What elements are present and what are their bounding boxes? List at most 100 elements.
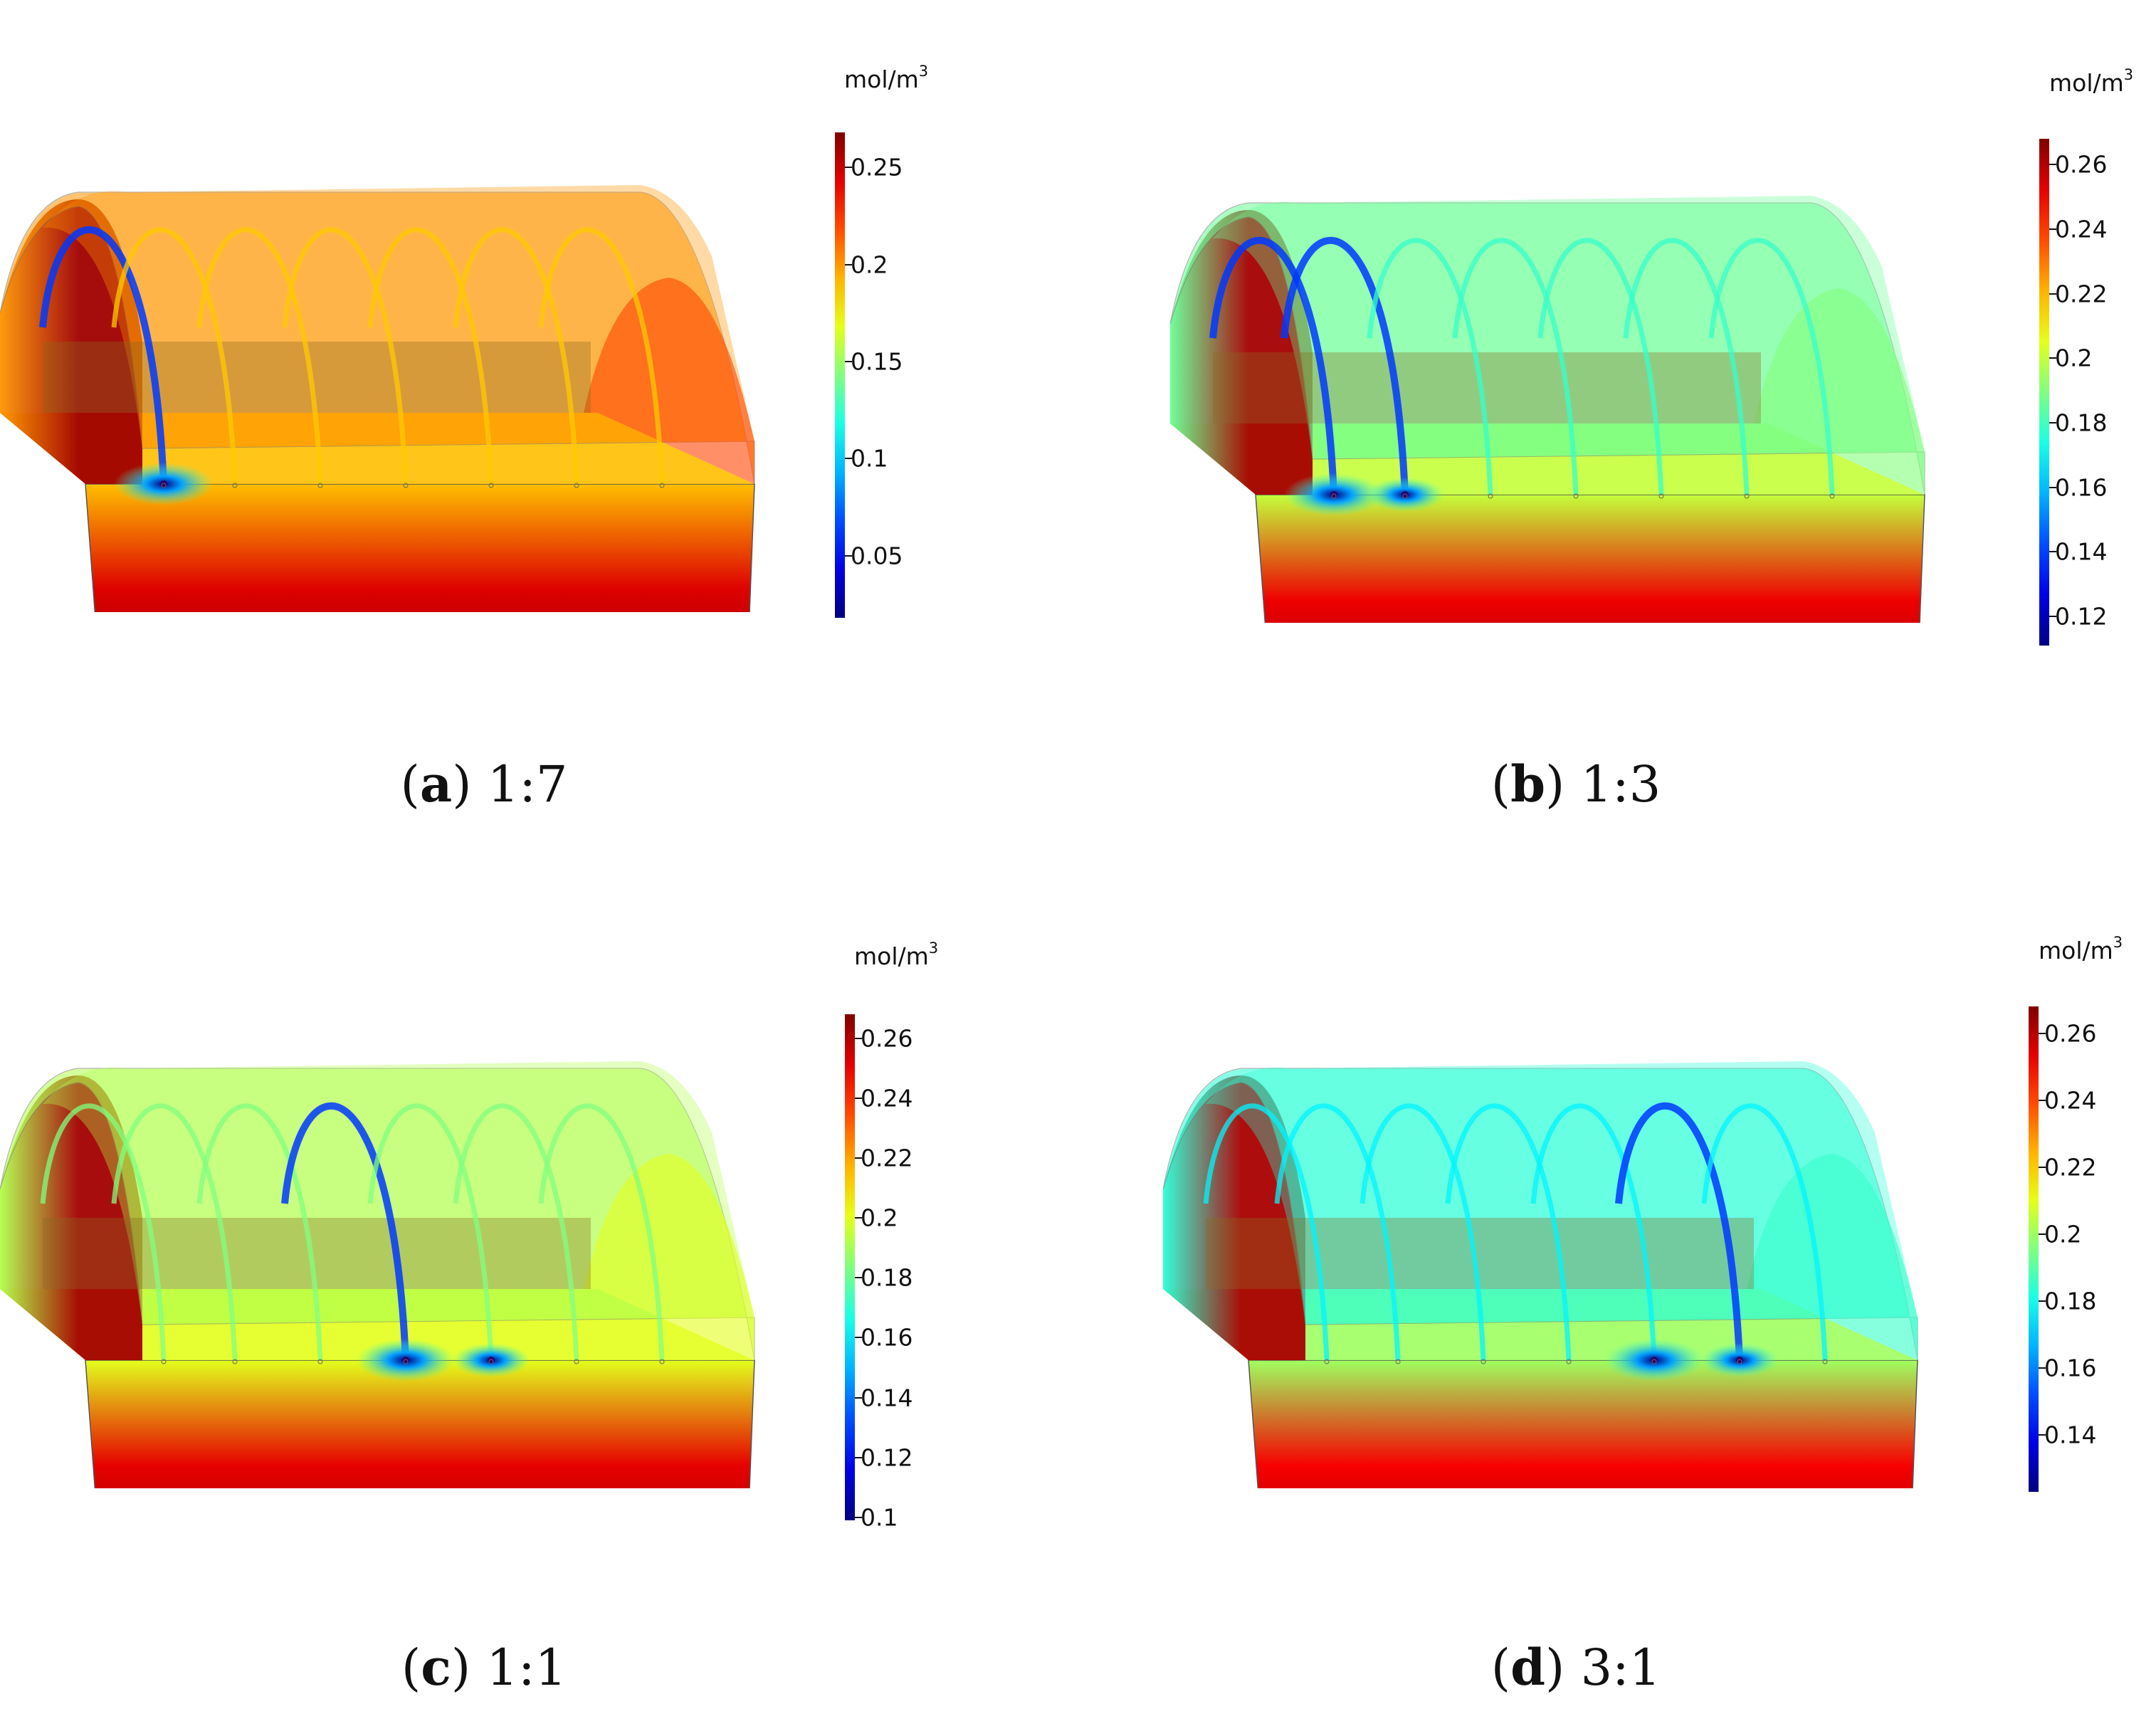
arch-pipe-4: [1445, 1103, 1572, 1361]
colorbar-tick-label: 0.22: [2055, 280, 2108, 308]
colorbar-tick: [855, 1097, 862, 1099]
colorbar-tick-label: 0.2: [2055, 344, 2093, 372]
colorbar-tick-label: 0.2: [851, 251, 888, 278]
end-wall-right: [1747, 1154, 1918, 1360]
colorbar-tick-label: 0.1: [861, 1503, 898, 1532]
colorbar-unit: mol/m3: [2039, 934, 2123, 964]
colorbar-tick-label: 0.1: [851, 444, 888, 473]
colorbar-tick: [2039, 1233, 2046, 1235]
inlet-point-2: [488, 1357, 495, 1364]
pipe-foot-5: [488, 483, 494, 488]
arch-pipe-6: [453, 227, 579, 485]
greenhouse-model-a: [0, 185, 755, 612]
colorbar-tick-label: 0.18: [2055, 409, 2108, 437]
pipe-foot-6: [1737, 1359, 1742, 1364]
colorbar-tick: [845, 360, 852, 362]
pipe-foot-6: [574, 1359, 579, 1364]
colorbar-unit: mol/m3: [2049, 66, 2134, 97]
end-wall-left: [1170, 210, 1313, 495]
arch-pipe-7: [1708, 238, 1835, 495]
colorbar-tick-label: 0.2: [861, 1204, 898, 1232]
greenhouse-model-d: [1163, 1061, 1918, 1488]
colorbar: [835, 132, 845, 618]
colorbar-tick: [2049, 616, 2056, 618]
panel-ratio: 1:3: [1580, 755, 1661, 814]
crop-bed: [1206, 1218, 1754, 1289]
end-wall-right: [584, 278, 754, 484]
panel-ratio: 1:7: [487, 755, 568, 814]
floor-front-face: [1255, 494, 1925, 623]
colorbar-tick-label: 0.26: [2055, 150, 2108, 179]
inlet-point-1: [160, 480, 167, 488]
colorbar-tick: [855, 1516, 862, 1518]
pipe-foot-7: [1822, 1359, 1828, 1364]
pipe-foot-4: [1566, 1359, 1572, 1364]
pipe-foot-2: [232, 483, 238, 488]
colorbar-tick-label: 0.2: [2044, 1220, 2082, 1248]
crop-bed: [1213, 352, 1761, 423]
end-wall-right: [1754, 288, 1925, 495]
colorbar-tick: [855, 1037, 862, 1039]
pipe-foot-2: [232, 1359, 238, 1364]
colorbar-tick-label: 0.12: [2055, 602, 2108, 631]
panel-a: mol/m3 0.25 0.2 0.15 0.1 0.05 (a) 1:7: [0, 0, 1078, 866]
colorbar-tick-label: 0.24: [2044, 1086, 2097, 1115]
pipe-foot-1: [161, 1359, 167, 1364]
greenhouse-model-c: [0, 1061, 755, 1488]
end-wall-left: [0, 1075, 142, 1360]
arch-pipe-7: [1701, 1103, 1828, 1361]
colorbar-tick: [845, 458, 852, 460]
pipe-foot-2: [1402, 493, 1408, 499]
panel-caption: (d) 3:1: [1490, 1638, 1661, 1697]
end-wall-left: [0, 199, 142, 484]
colorbar-tick: [2039, 1099, 2046, 1101]
colorbar-tick-label: 0.26: [861, 1024, 913, 1053]
colorbar-tick-label: 0.15: [851, 347, 903, 376]
unit-exponent: 3: [918, 63, 929, 80]
pipe-foot-1: [1331, 493, 1337, 499]
panel-caption: (c) 1:1: [401, 1638, 567, 1697]
arch-pipe-7: [538, 1103, 665, 1361]
colorbar-tick: [2049, 486, 2056, 488]
colorbar-tick: [855, 1337, 862, 1339]
colorbar-tick-label: 0.24: [2055, 215, 2108, 243]
unit-text: mol/m: [2049, 69, 2124, 97]
pipe-foot-5: [1658, 493, 1664, 499]
unit-exponent: 3: [928, 940, 939, 957]
pipe-foot-5: [488, 1359, 494, 1364]
inlet-point-2: [1736, 1357, 1743, 1364]
unit-exponent: 3: [2123, 66, 2134, 83]
colorbar-tick: [2049, 164, 2056, 166]
colorbar-tick-label: 0.16: [861, 1323, 913, 1352]
colorbar-tick-label: 0.14: [861, 1384, 913, 1411]
arch-pipe-2: [111, 227, 238, 485]
colorbar-tick: [855, 1157, 862, 1159]
arch-pipe-1: [40, 1103, 167, 1361]
arch-pipe-2: [1274, 1103, 1401, 1361]
pipe-foot-5: [1651, 1359, 1657, 1364]
panel-letter: b: [1510, 754, 1546, 814]
pipe-foot-4: [403, 1359, 409, 1364]
pipe-foot-4: [1573, 493, 1579, 499]
arch-pipe-1: [1203, 1103, 1330, 1361]
arch-pipe-2: [1281, 237, 1409, 495]
inlet-point-1: [1651, 1357, 1658, 1364]
colorbar-tick: [2049, 422, 2056, 424]
colorbar-tick-label: 0.14: [2055, 537, 2108, 566]
pipe-foot-7: [1829, 493, 1835, 499]
greenhouse-model-b: [1170, 196, 1925, 623]
arch-pipe-5: [367, 227, 494, 485]
pipe-foot-6: [574, 483, 579, 488]
panel-ratio: 1:1: [486, 1638, 567, 1697]
arch-pipe-2: [111, 1103, 238, 1361]
panel-letter: a: [419, 754, 453, 814]
panel-caption: (a) 1:7: [400, 754, 568, 814]
pipe-foot-3: [1481, 1359, 1486, 1364]
inlet-point-1: [402, 1357, 409, 1364]
colorbar: [2029, 1006, 2039, 1492]
arch-pipe-6: [1623, 238, 1750, 495]
arch-pipe-3: [196, 227, 323, 485]
floor-front-face: [85, 483, 755, 612]
pipe-foot-2: [1395, 1359, 1401, 1364]
colorbar-tick: [2039, 1367, 2046, 1369]
